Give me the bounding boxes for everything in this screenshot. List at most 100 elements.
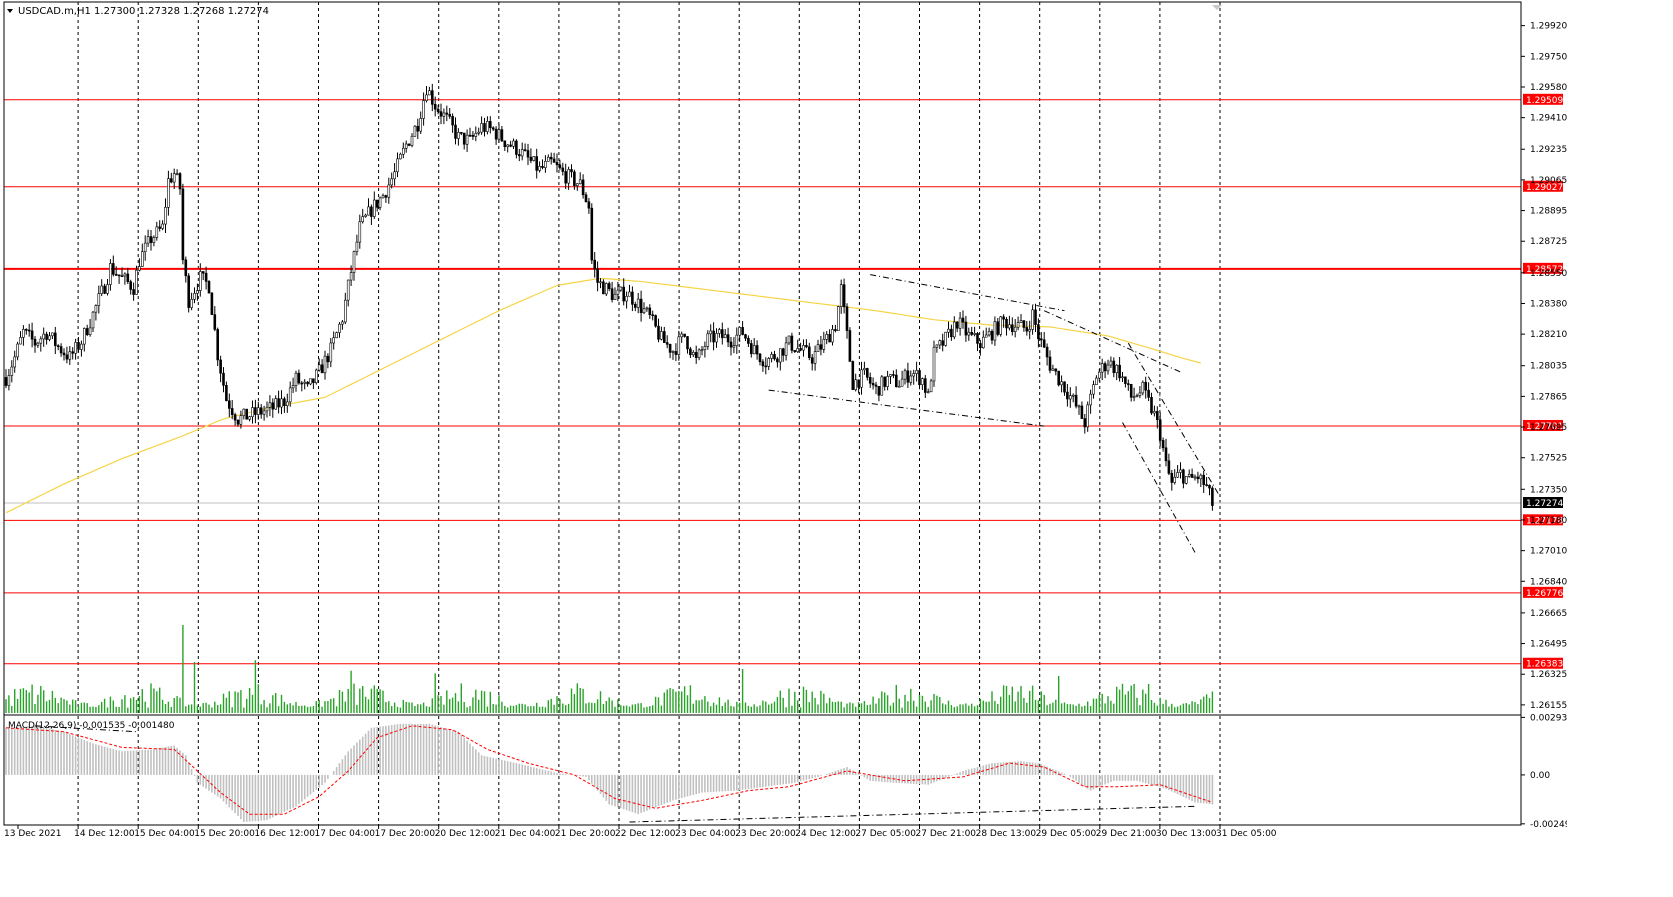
candle-body <box>196 290 199 294</box>
candle-body <box>1138 392 1142 396</box>
time-label: 30 Dec 13:00 <box>1156 829 1217 839</box>
candle-body <box>921 378 924 386</box>
candle-body <box>149 236 153 243</box>
candle-body <box>955 321 959 329</box>
price-chart[interactable]: 1.29509 1.29027 1.28572 1.27701 1.27178 1.267… <box>0 0 1567 841</box>
trendline[interactable] <box>768 389 1045 427</box>
candle-body <box>19 337 22 345</box>
candle-body <box>1153 411 1156 414</box>
candle-body <box>294 372 298 386</box>
candle-body <box>781 348 785 356</box>
candle-body <box>410 135 414 146</box>
candle-body <box>883 376 887 387</box>
candle-body <box>877 386 881 396</box>
candle-body <box>897 385 901 388</box>
candle-body <box>851 361 855 390</box>
candle-body <box>314 369 318 384</box>
candle-body <box>1083 418 1087 428</box>
candle-body <box>1141 381 1145 394</box>
candle-body <box>1034 309 1037 325</box>
candle-body <box>999 316 1003 335</box>
candle-body <box>181 188 185 261</box>
candle-body <box>993 321 997 341</box>
candle-body <box>926 391 930 394</box>
candle-body <box>22 329 25 338</box>
candle-body <box>668 343 672 353</box>
candle-body <box>459 132 463 134</box>
candle-body <box>1211 487 1214 506</box>
trendline[interactable] <box>1043 310 1181 373</box>
time-label: 13 Dec 2021 <box>4 829 62 839</box>
candle-body <box>274 398 278 410</box>
candle-body <box>428 90 431 96</box>
candle-body <box>120 275 124 277</box>
price-tick-label: 1.27180 <box>1530 516 1567 526</box>
candle-body <box>741 327 744 335</box>
candle-body <box>671 351 675 353</box>
level-price-label: 1.28572 <box>1526 265 1563 275</box>
price-tick-label: 1.27525 <box>1530 454 1567 464</box>
candle-body <box>517 154 521 157</box>
candle-body <box>802 345 805 351</box>
macd-trendline[interactable] <box>34 725 137 733</box>
candle-body <box>932 346 936 382</box>
candle-body <box>657 325 660 340</box>
candle-body <box>364 214 367 217</box>
candle-body <box>610 288 614 300</box>
volume-bars <box>5 625 1214 713</box>
candle-body <box>935 344 939 348</box>
candle-body <box>787 335 791 344</box>
candle-body <box>793 350 797 352</box>
trendlines[interactable] <box>768 274 1222 553</box>
trendline[interactable] <box>1122 422 1196 553</box>
candle-body <box>541 166 544 168</box>
price-tick-label: 1.27350 <box>1530 485 1567 495</box>
candle-body <box>436 108 440 112</box>
candle-body <box>425 94 428 101</box>
candle-body <box>575 183 579 187</box>
candle-body <box>404 143 408 149</box>
candle-body <box>929 380 933 393</box>
candle-body <box>7 375 11 386</box>
candle-body <box>1040 338 1043 341</box>
candle-body <box>152 237 156 243</box>
candle-body <box>697 349 701 358</box>
candle-body <box>1095 377 1098 385</box>
candle-body <box>1077 405 1081 408</box>
candle-body <box>1202 474 1205 485</box>
candle-body <box>651 314 655 317</box>
chart-shift-marker-icon[interactable] <box>1212 5 1222 10</box>
candle-body <box>1196 476 1200 480</box>
candle-body <box>790 335 794 351</box>
dropdown-triangle-icon[interactable] <box>7 9 13 13</box>
candle-body <box>1016 322 1020 328</box>
candle-body <box>715 333 718 343</box>
trendline[interactable] <box>1127 342 1222 499</box>
candle-body <box>184 259 188 277</box>
candle-body <box>126 273 130 282</box>
price-tick-label: 1.29750 <box>1530 52 1567 62</box>
candle-body <box>512 140 515 147</box>
candle-body <box>454 124 457 139</box>
candle-body <box>628 291 631 297</box>
candle-body <box>1054 368 1058 372</box>
candle-body <box>416 125 420 132</box>
price-tick-label: 1.26325 <box>1530 670 1567 680</box>
candle-body <box>213 314 217 330</box>
candle-body <box>529 156 533 161</box>
candle-body <box>1150 396 1153 414</box>
candle-body <box>810 357 814 364</box>
candle-body <box>700 349 704 351</box>
support-resistance-levels[interactable]: 1.29509 1.29027 1.28572 1.27701 1.27178 1.267… <box>4 93 1563 670</box>
macd-tick-label: -0.002491 <box>1530 820 1567 830</box>
candle-body <box>143 242 147 253</box>
time-label: 29 Dec 05:00 <box>1036 829 1097 839</box>
macd-trendline[interactable] <box>629 805 1196 823</box>
candle-body <box>822 339 826 350</box>
candle-body <box>277 398 280 408</box>
candle-body <box>36 342 40 346</box>
candle-body <box>602 281 605 295</box>
candle-body <box>880 376 884 396</box>
candle-body <box>981 336 985 349</box>
level-price-label: 1.27701 <box>1526 422 1563 432</box>
